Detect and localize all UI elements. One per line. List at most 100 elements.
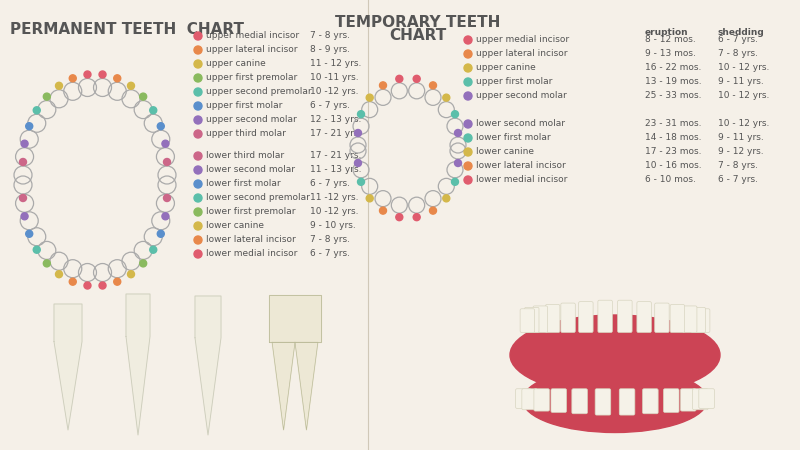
Circle shape: [358, 178, 365, 185]
Circle shape: [194, 60, 202, 68]
Text: upper lateral incisor: upper lateral incisor: [206, 45, 298, 54]
Circle shape: [194, 180, 202, 188]
Circle shape: [127, 82, 134, 89]
FancyBboxPatch shape: [561, 303, 575, 333]
Text: 8 - 9 yrs.: 8 - 9 yrs.: [310, 45, 350, 54]
Text: lower second molar: lower second molar: [206, 166, 295, 175]
Circle shape: [454, 130, 462, 136]
FancyBboxPatch shape: [618, 300, 632, 333]
FancyBboxPatch shape: [551, 389, 566, 412]
Circle shape: [140, 260, 146, 267]
Circle shape: [70, 278, 76, 285]
Polygon shape: [195, 296, 221, 435]
Circle shape: [443, 195, 450, 202]
Text: lower second premolar: lower second premolar: [206, 194, 310, 202]
Circle shape: [158, 123, 164, 130]
Text: 9 - 13 mos.: 9 - 13 mos.: [645, 50, 696, 58]
Text: 11 - 13 yrs.: 11 - 13 yrs.: [310, 166, 362, 175]
Text: 9 - 11 yrs.: 9 - 11 yrs.: [718, 77, 764, 86]
Circle shape: [70, 75, 76, 82]
Circle shape: [194, 208, 202, 216]
Circle shape: [354, 130, 362, 136]
Circle shape: [464, 162, 472, 170]
Circle shape: [150, 107, 157, 114]
Circle shape: [194, 130, 202, 138]
Circle shape: [464, 92, 472, 100]
Circle shape: [430, 207, 437, 214]
Text: 16 - 22 mos.: 16 - 22 mos.: [645, 63, 702, 72]
Polygon shape: [272, 342, 295, 430]
Circle shape: [163, 158, 170, 166]
Polygon shape: [126, 294, 150, 435]
Text: 6 - 10 mos.: 6 - 10 mos.: [645, 176, 696, 184]
Text: lower first premolar: lower first premolar: [206, 207, 295, 216]
Text: upper second premolar: upper second premolar: [206, 87, 312, 96]
Text: 17 - 21 yrs.: 17 - 21 yrs.: [310, 130, 362, 139]
Text: lower lateral incisor: lower lateral incisor: [476, 162, 566, 171]
Text: eruption: eruption: [645, 28, 689, 37]
Circle shape: [162, 213, 169, 220]
Circle shape: [21, 213, 28, 220]
Text: 10 - 16 mos.: 10 - 16 mos.: [645, 162, 702, 171]
Circle shape: [366, 94, 373, 101]
Circle shape: [464, 50, 472, 58]
Text: lower canine: lower canine: [206, 221, 264, 230]
Text: lower first molar: lower first molar: [476, 134, 550, 143]
Text: 6 - 7 yrs.: 6 - 7 yrs.: [310, 102, 350, 111]
FancyBboxPatch shape: [520, 309, 534, 333]
Circle shape: [194, 46, 202, 54]
Text: 7 - 8 yrs.: 7 - 8 yrs.: [310, 235, 350, 244]
Circle shape: [430, 82, 437, 89]
FancyBboxPatch shape: [515, 389, 531, 409]
Circle shape: [127, 271, 134, 278]
FancyBboxPatch shape: [682, 306, 697, 333]
Text: 9 - 11 yrs.: 9 - 11 yrs.: [718, 134, 764, 143]
Circle shape: [396, 214, 403, 220]
Circle shape: [163, 194, 170, 202]
Text: 12 - 13 yrs.: 12 - 13 yrs.: [310, 116, 362, 125]
FancyBboxPatch shape: [595, 389, 610, 415]
Circle shape: [43, 93, 50, 100]
Circle shape: [55, 271, 62, 278]
FancyBboxPatch shape: [572, 389, 587, 414]
FancyBboxPatch shape: [578, 302, 593, 333]
Text: 11 -12 yrs.: 11 -12 yrs.: [310, 194, 358, 202]
Text: upper first molar: upper first molar: [476, 77, 552, 86]
Text: 17 - 23 mos.: 17 - 23 mos.: [645, 148, 702, 157]
Circle shape: [454, 159, 462, 166]
Text: 6 - 7 yrs.: 6 - 7 yrs.: [718, 176, 758, 184]
Circle shape: [84, 282, 91, 289]
Circle shape: [19, 158, 26, 166]
Circle shape: [451, 111, 458, 118]
Circle shape: [194, 166, 202, 174]
Text: 13 - 19 mos.: 13 - 19 mos.: [645, 77, 702, 86]
Circle shape: [194, 152, 202, 160]
Text: upper lateral incisor: upper lateral incisor: [476, 50, 567, 58]
Circle shape: [114, 75, 121, 82]
Circle shape: [379, 207, 386, 214]
Text: 7 - 8 yrs.: 7 - 8 yrs.: [718, 50, 758, 58]
Circle shape: [150, 246, 157, 253]
Text: 8 - 12 mos.: 8 - 12 mos.: [645, 36, 696, 45]
FancyBboxPatch shape: [681, 389, 696, 411]
Ellipse shape: [510, 315, 720, 395]
Text: upper third molar: upper third molar: [206, 130, 286, 139]
FancyBboxPatch shape: [522, 389, 538, 410]
Circle shape: [26, 230, 33, 237]
Circle shape: [413, 214, 420, 220]
Circle shape: [464, 78, 472, 86]
Text: 25 - 33 mos.: 25 - 33 mos.: [645, 91, 702, 100]
FancyBboxPatch shape: [663, 389, 679, 412]
Text: upper second molar: upper second molar: [476, 91, 566, 100]
Text: upper medial incisor: upper medial incisor: [476, 36, 569, 45]
Circle shape: [451, 178, 458, 185]
Circle shape: [99, 71, 106, 78]
Text: upper medial incisor: upper medial incisor: [206, 32, 299, 40]
Circle shape: [194, 236, 202, 244]
Circle shape: [354, 159, 362, 166]
Circle shape: [396, 75, 403, 82]
FancyBboxPatch shape: [691, 307, 706, 333]
Circle shape: [55, 82, 62, 89]
Text: shedding: shedding: [718, 28, 765, 37]
Text: 10 -12 yrs.: 10 -12 yrs.: [310, 87, 358, 96]
